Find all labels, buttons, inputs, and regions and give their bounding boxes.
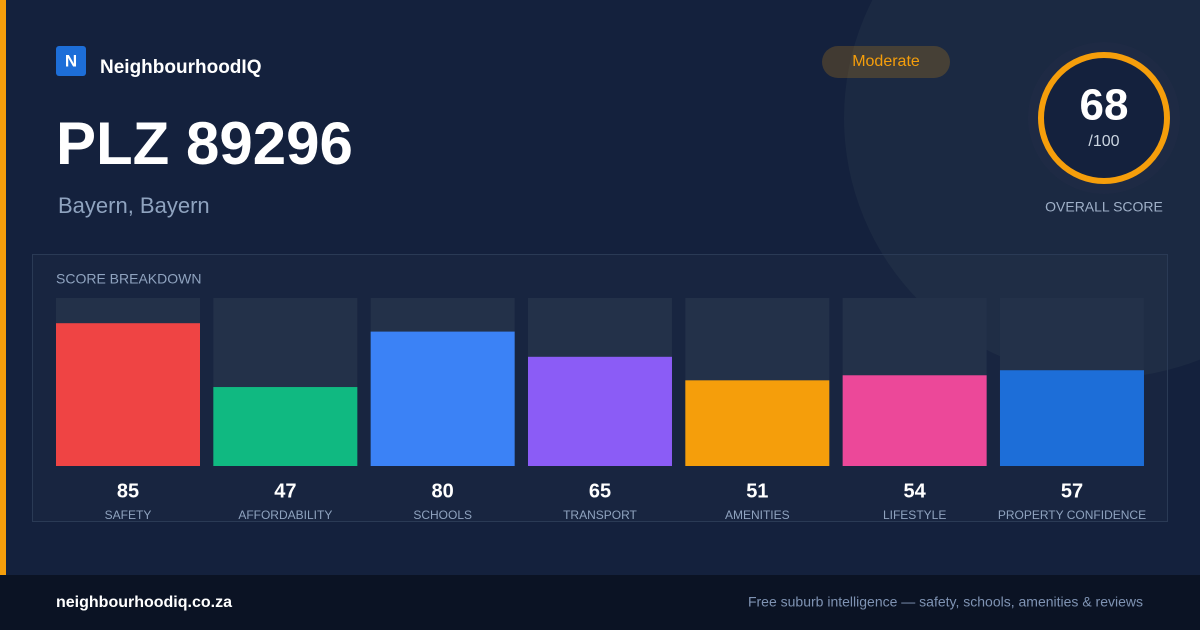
breakdown-panel [32, 254, 1168, 522]
category-label: AMENITIES [725, 508, 790, 522]
bar [685, 380, 830, 466]
value-label: 51 [746, 480, 768, 502]
chart-title: SCORE BREAKDOWN [56, 271, 201, 287]
footer-site: neighbourhoodiq.co.za [56, 594, 232, 611]
bar [999, 370, 1144, 466]
value-label: 85 [117, 480, 139, 502]
value-label: 80 [432, 480, 454, 502]
bar [370, 331, 515, 466]
score-out-of: /100 [1088, 133, 1119, 150]
accent-stripe [0, 0, 6, 575]
badge-text: Moderate [852, 53, 920, 70]
category-label: PROPERTY CONFIDENCE [998, 508, 1146, 522]
category-label: SCHOOLS [413, 508, 472, 522]
category-label: LIFESTYLE [883, 508, 946, 522]
bar-chart: 85 SAFETY 47 AFFORDABILITY 80 SCHOOLS 65 TRANSP… [56, 298, 1146, 522]
bar [527, 356, 672, 466]
score-ring [1038, 52, 1170, 184]
logo-letter: N [65, 51, 77, 70]
bar [842, 375, 987, 466]
bar [213, 387, 358, 466]
value-label: 57 [1061, 480, 1083, 502]
value-label: 54 [904, 480, 927, 502]
value-label: 65 [589, 480, 611, 502]
subtitle: Bayern, Bayern [58, 193, 210, 218]
category-label: AFFORDABILITY [238, 508, 332, 522]
footer [0, 575, 1200, 630]
brand-name: NeighbourhoodIQ [100, 57, 261, 78]
title: PLZ 89296 [56, 110, 353, 177]
logo [56, 46, 86, 76]
category-label: SAFETY [105, 508, 152, 522]
score-value: 68 [1080, 81, 1129, 130]
footer-tagline: Free suburb intelligence — safety, schoo… [748, 594, 1143, 610]
badge [822, 46, 950, 78]
category-label: TRANSPORT [563, 508, 637, 522]
value-label: 47 [274, 480, 296, 502]
bar [56, 323, 200, 466]
score-label: OVERALL SCORE [1045, 199, 1163, 215]
